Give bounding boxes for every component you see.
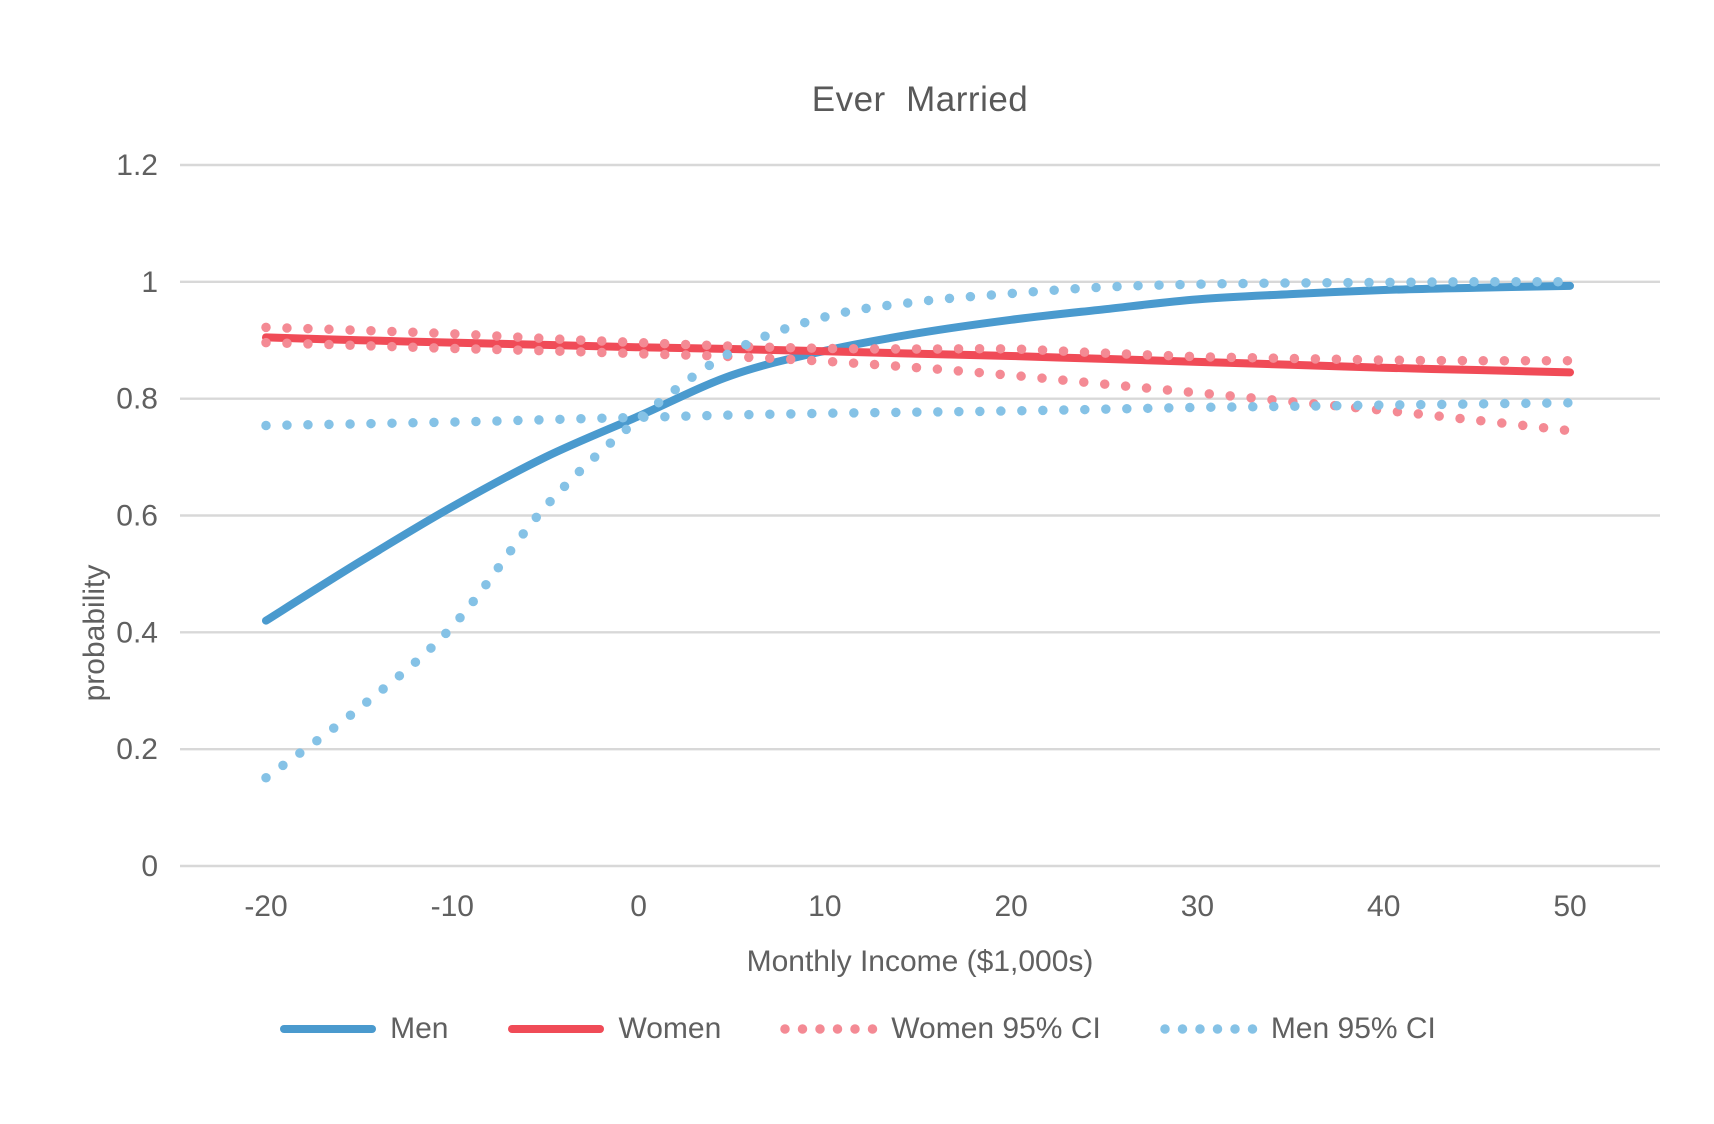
- x-tick-label: -10: [431, 890, 474, 923]
- y-tick-label: 1.2: [116, 149, 158, 182]
- legend-item-men-ci: Men 95% CI: [1159, 1012, 1436, 1046]
- x-tick-label: 40: [1367, 890, 1400, 923]
- y-tick-label: 0.6: [116, 500, 158, 533]
- chart-legend: Men Women Women 95% CI Men 95% CI: [0, 1012, 1714, 1046]
- y-tick-label: 0.2: [116, 733, 158, 766]
- legend-item-women: Women: [506, 1012, 721, 1046]
- x-axis-title: Monthly Income ($1,000s): [746, 945, 1094, 978]
- legend-label-women: Women: [618, 1012, 722, 1045]
- legend-item-women-ci: Women 95% CI: [779, 1012, 1101, 1046]
- y-tick-label: 0.8: [116, 383, 158, 416]
- x-tick-label: 0: [630, 890, 647, 923]
- x-tick-label: 50: [1553, 890, 1586, 923]
- men-line-swatch: [278, 1022, 378, 1036]
- legend-label-men: Men: [390, 1012, 449, 1045]
- series-line-women-95-ci-upper: [261, 322, 1575, 366]
- y-axis-title: probability: [78, 564, 111, 702]
- x-tick-label: 30: [1181, 890, 1214, 923]
- men-ci-dotted-swatch: [1159, 1022, 1259, 1036]
- x-tick-label: -20: [244, 890, 287, 923]
- series-line-men-95-ci-lower: [261, 398, 1575, 431]
- series-line-men: [262, 281, 1574, 625]
- y-tick-label: 0: [141, 850, 158, 883]
- x-tick-label: 20: [994, 890, 1027, 923]
- women-line-swatch: [506, 1022, 606, 1036]
- x-tick-label: 10: [808, 890, 841, 923]
- series-line-women: [262, 333, 1574, 377]
- legend-label-women-ci: Women 95% CI: [891, 1012, 1101, 1045]
- y-tick-label: 0.4: [116, 616, 158, 649]
- legend-label-men-ci: Men 95% CI: [1270, 1012, 1436, 1045]
- legend-item-men: Men: [278, 1012, 448, 1046]
- y-tick-label: 1: [141, 266, 158, 299]
- chart-title: Ever Married: [811, 80, 1029, 119]
- women-ci-dotted-swatch: [779, 1022, 879, 1036]
